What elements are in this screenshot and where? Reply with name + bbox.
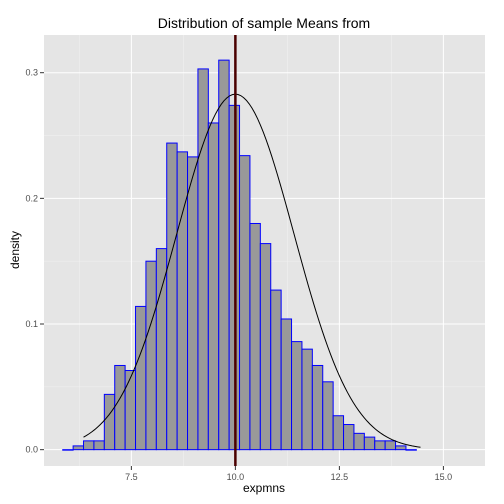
histogram-bar [353,432,365,451]
normal-density-curve [83,93,421,448]
histogram-bar [395,445,407,451]
histogram-bar [363,436,376,451]
histogram-bar [343,424,355,451]
histogram-bar [239,155,251,451]
histogram-bar [135,305,147,451]
y-tick-label: 0.3 [25,68,38,78]
histogram-bar [155,248,168,451]
histogram-bar [384,440,397,451]
histogram-bar [259,243,272,451]
histogram-bar [83,440,95,451]
y-tick-label: 0.1 [25,319,38,329]
histogram-bar [270,289,282,451]
histogram-bar [114,364,126,451]
histogram-bar [322,381,334,451]
histogram-bar [207,122,220,451]
histogram-bar [249,222,261,451]
x-tick-label: 12.5 [331,472,349,482]
histogram-bar [291,341,303,451]
chart-title: Distribution of sample Means from [158,15,370,31]
histogram-bar [301,348,313,451]
y-axis-title: density [8,231,22,269]
y-axis-ticks: 0.0 0.1 0.2 0.3 [25,68,44,455]
histogram-bar [374,440,386,451]
histogram-bar [166,142,178,451]
histogram-bar [311,364,324,451]
x-axis-ticks: 7.5 10.0 12.5 15.0 [125,466,452,482]
y-tick-label: 0.0 [25,445,38,455]
histogram-bar [197,68,209,451]
histogram-bar [62,449,74,451]
x-tick-label: 15.0 [435,472,453,482]
histogram-bar [280,318,293,451]
x-tick-label: 7.5 [125,472,138,482]
x-tick-label: 10.0 [227,472,245,482]
x-axis-title: expmns [243,481,285,495]
histogram-bar [72,445,85,451]
histogram-bar [145,260,157,451]
histogram-bar [124,370,137,451]
histogram-bar [93,440,105,451]
histogram-bar [176,151,189,451]
histogram-bar [187,156,199,451]
histogram-bar [103,393,116,451]
histogram-bar [332,415,345,451]
histogram-bar [405,449,417,451]
y-tick-label: 0.2 [25,193,38,203]
histogram-bar [218,59,230,451]
